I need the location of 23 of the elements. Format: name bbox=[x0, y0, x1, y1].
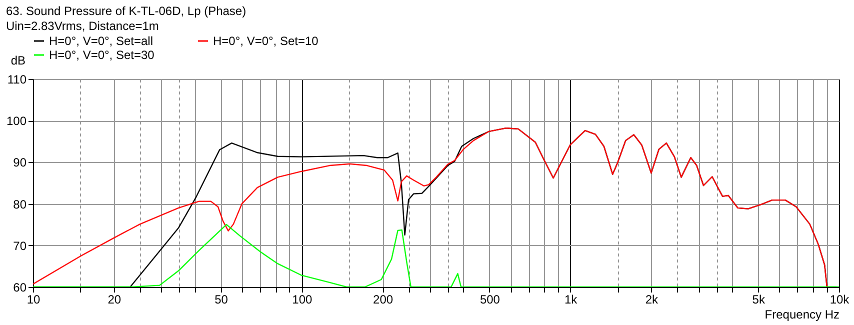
x-axis-title: Frequency Hz bbox=[764, 308, 840, 322]
y-tick-label: 80 bbox=[13, 197, 27, 212]
x-tick-label: 10k bbox=[830, 292, 850, 306]
x-tick-label: 100 bbox=[292, 292, 312, 306]
legend-label: H=0°, V=0°, Set=10 bbox=[213, 34, 319, 48]
chart-title: 63. Sound Pressure of K-TL-06D, Lp (Phase) bbox=[6, 4, 246, 18]
y-tick-label: 90 bbox=[13, 156, 27, 170]
legend-label: H=0°, V=0°, Set=30 bbox=[49, 48, 155, 62]
x-tick-label: 500 bbox=[480, 292, 500, 306]
legend-label: H=0°, V=0°, Set=all bbox=[49, 34, 153, 48]
x-tick-label: 50 bbox=[214, 292, 228, 306]
chart-subtitle: Uin=2.83Vrms, Distance=1m bbox=[6, 19, 159, 33]
y-tick-label: 70 bbox=[13, 238, 27, 253]
y-axis-title: dB bbox=[10, 54, 26, 68]
y-tick-label: 110 bbox=[7, 72, 27, 86]
x-tick-label: 20 bbox=[108, 292, 122, 306]
x-tick-label: 1k bbox=[564, 292, 578, 306]
x-tick-label: 5k bbox=[752, 292, 766, 306]
x-tick-label: 10 bbox=[26, 292, 40, 306]
x-tick-label: 200 bbox=[373, 292, 394, 306]
y-tick-label: 60 bbox=[13, 280, 27, 294]
x-tick-label: 2k bbox=[645, 292, 660, 306]
y-tick-label: 100 bbox=[6, 114, 27, 128]
